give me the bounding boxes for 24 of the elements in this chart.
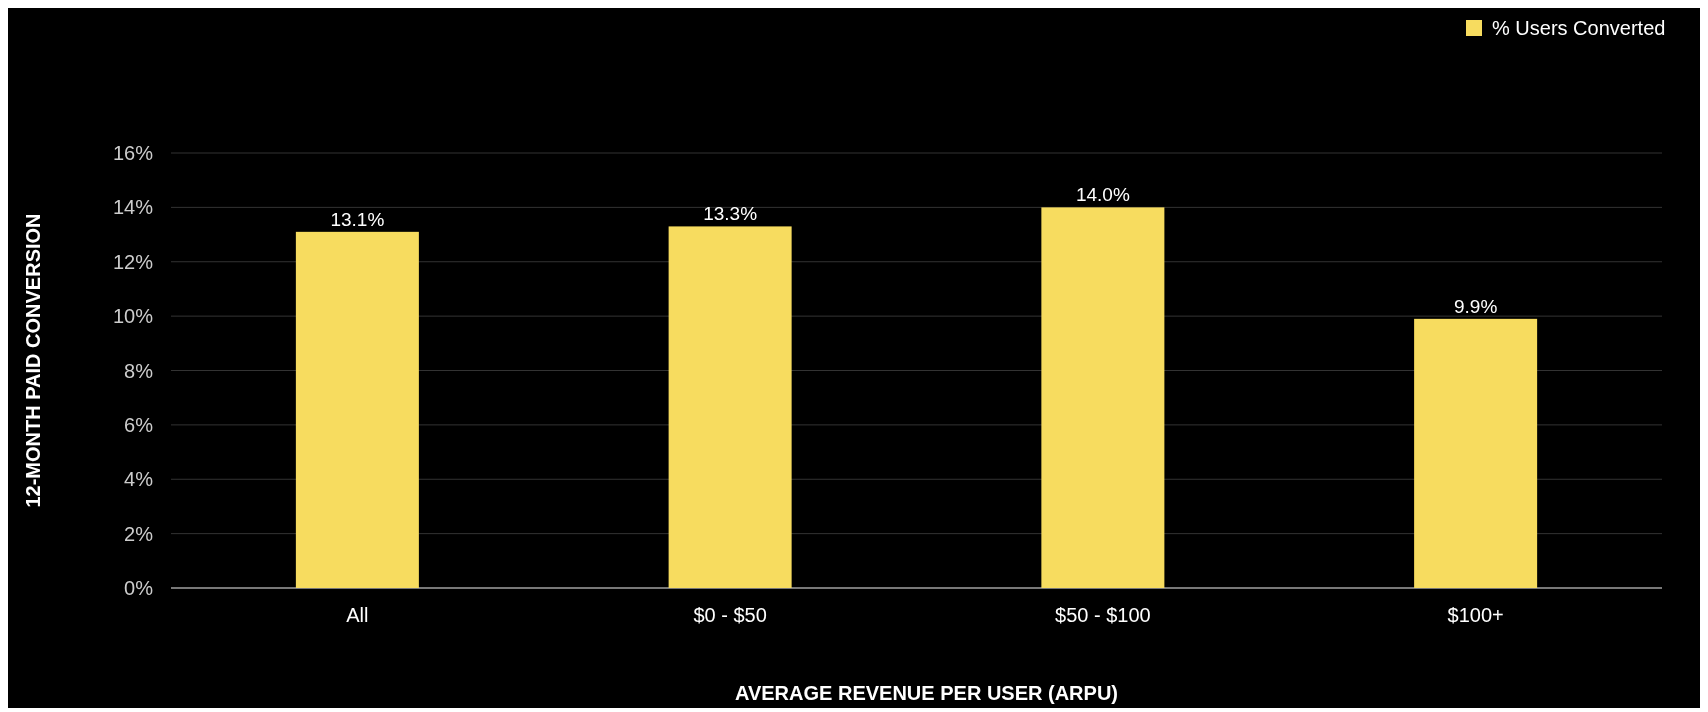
- bar: [295, 231, 419, 588]
- x-tick-label: All: [346, 604, 369, 626]
- bar: [1414, 318, 1538, 588]
- y-tick-label: 16%: [112, 142, 154, 164]
- y-tick-label: 6%: [124, 413, 154, 436]
- y-tick-label: 2%: [124, 522, 154, 545]
- y-tick-label: 0%: [124, 577, 154, 599]
- y-tick-label: 8%: [124, 359, 154, 382]
- y-tick-label: 10%: [112, 305, 154, 328]
- x-tick-label: $0 - $50: [693, 604, 767, 626]
- data-label: 9.9%: [1453, 295, 1498, 317]
- x-tick-label: $50 - $100: [1055, 604, 1151, 626]
- y-tick-label: 14%: [112, 196, 154, 219]
- x-axis-title: AVERAGE REVENUE PER USER (ARPU): [734, 682, 1119, 704]
- data-label: 13.3%: [703, 203, 758, 225]
- y-tick-label: 12%: [112, 250, 154, 273]
- y-tick-label: 4%: [124, 468, 154, 491]
- x-tick-label: $100+: [1447, 604, 1504, 626]
- data-label: 13.1%: [330, 208, 385, 230]
- bar: [668, 226, 792, 588]
- data-label: 14.0%: [1075, 184, 1130, 206]
- y-axis-title: 12-MONTH PAID CONVERSION: [22, 213, 44, 508]
- legend-label: % Users Converted: [1492, 17, 1666, 39]
- bar: [1041, 207, 1165, 588]
